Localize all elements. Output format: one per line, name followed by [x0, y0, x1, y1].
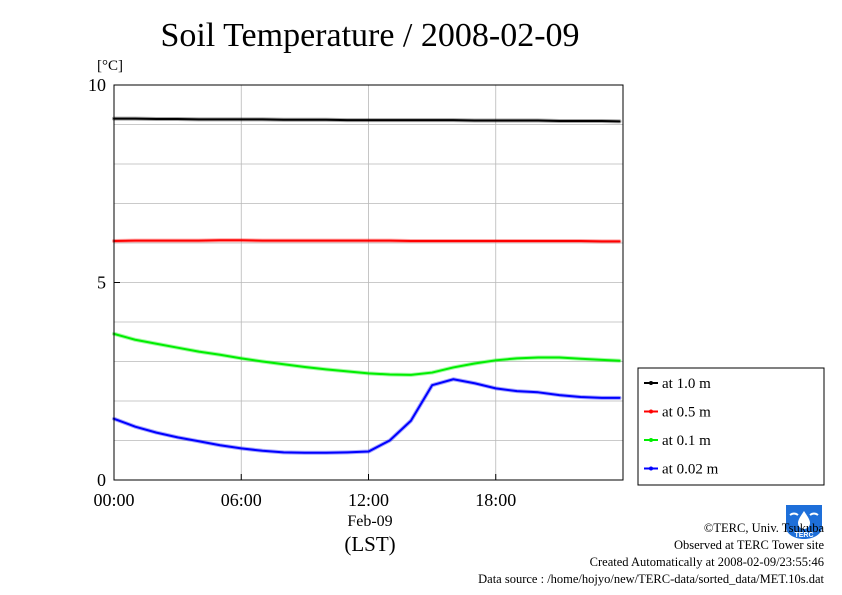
grid-lines: [114, 85, 623, 480]
series-lines: [112, 116, 622, 455]
x-tick-label: 00:00: [93, 490, 134, 510]
legend-marker: [649, 438, 653, 442]
legend-marker: [649, 409, 653, 414]
legend-label: at 0.02 m: [662, 462, 719, 478]
y-axis-label: [°C]: [97, 58, 123, 74]
logo-text: TERC: [794, 532, 813, 539]
legend-box: [637, 367, 825, 486]
series-halo-at-0-02-m: [112, 377, 622, 455]
date-label: Feb-09: [347, 513, 392, 530]
x-axis-label: (LST): [344, 532, 395, 556]
series-line-at-1-0-m: [113, 117, 621, 123]
legend-marker: [649, 381, 653, 385]
y-tick-labels: 0 5 10: [88, 75, 120, 490]
observed-text: Observed at TERC Tower site: [673, 538, 824, 552]
legend-label: at 0.5 m: [662, 405, 711, 421]
legend-label: at 0.1 m: [662, 433, 711, 449]
y-tick-label: 5: [97, 273, 106, 293]
terc-logo-icon: TERC: [786, 505, 822, 539]
x-tick-label: 06:00: [221, 490, 262, 510]
copyright-text: ©TERC, Univ. Tsukuba: [703, 521, 824, 535]
series-line-at-0-5-m: [113, 239, 621, 243]
chart-title: Soil Temperature / 2008-02-09: [160, 17, 579, 54]
legend: at 1.0 m at 0.5 m at 0.1 m at 0.02 m: [637, 367, 825, 486]
x-tick-label: 18:00: [475, 490, 516, 510]
series-line-at-0-02-m: [113, 378, 621, 454]
credits-block: ©TERC, Univ. Tsukuba Observed at TERC To…: [478, 520, 824, 588]
legend-label: at 1.0 m: [662, 376, 711, 392]
created-text: Created Automatically at 2008-02-09/23:5…: [589, 555, 824, 569]
x-tick-label: 12:00: [348, 490, 389, 510]
x-tick-labels: 00:00 06:00 12:00 18:00: [93, 474, 516, 510]
legend-marker: [649, 466, 653, 471]
source-text: Data source : /home/hojyo/new/TERC-data/…: [478, 572, 824, 586]
series-halo-at-0-1-m: [112, 331, 622, 377]
y-tick-label: 10: [88, 75, 106, 95]
series-line-at-0-1-m: [113, 332, 621, 376]
y-tick-label: 0: [97, 470, 106, 490]
